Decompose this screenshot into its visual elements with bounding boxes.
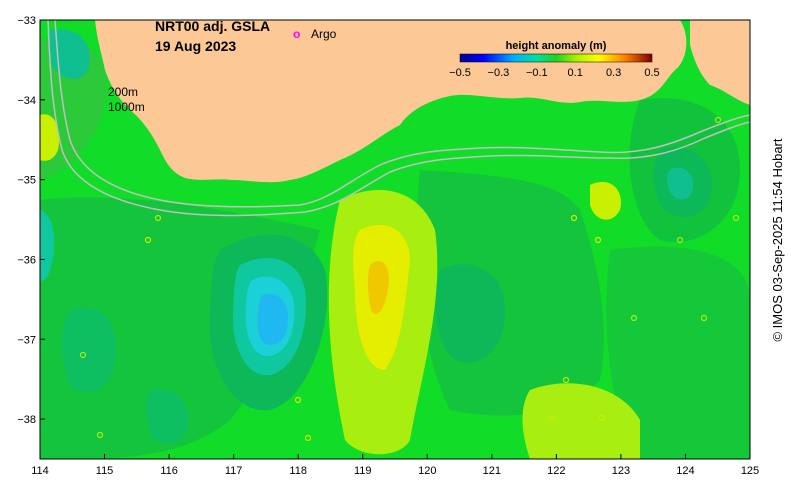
positive-anomaly (40, 114, 60, 161)
colorbar-tick-label: 0.1 (568, 67, 583, 79)
x-tick-label: 125 (741, 465, 759, 477)
x-tick-label: 119 (354, 465, 372, 477)
argo-marker (700, 314, 708, 322)
colorbar-tick-label: −0.3 (488, 67, 510, 79)
x-tick-label: 114 (31, 465, 49, 477)
isobath-200m-label: 200m (108, 85, 138, 99)
colorbar (459, 53, 653, 63)
argo-marker (676, 236, 684, 244)
y-tick-label: −35 (17, 175, 36, 187)
argo-marker (304, 434, 312, 442)
argo-marker (96, 431, 104, 439)
x-tick-label: 116 (160, 465, 178, 477)
argo-marker (144, 236, 152, 244)
x-axis: 114 115 116 117 118 119 120 121 122 123 124 125 (31, 454, 759, 477)
map-date: 19 Aug 2023 (155, 38, 236, 54)
x-tick-label: 121 (483, 465, 501, 477)
land-mass (690, 20, 750, 105)
y-tick-label: −36 (17, 254, 36, 266)
argo-legend-label: Argo (311, 27, 337, 41)
isobath-200m (54, 20, 750, 208)
x-tick-label: 118 (289, 465, 307, 477)
argo-marker (714, 116, 722, 124)
negative-anomaly (40, 210, 55, 281)
x-tick-label: 117 (225, 465, 243, 477)
x-tick-label: 123 (612, 465, 630, 477)
x-tick-label: 120 (418, 465, 436, 477)
negative-anomaly (435, 264, 505, 363)
negative-anomaly (667, 167, 694, 200)
argo-marker (79, 351, 87, 359)
argo-marker (294, 396, 302, 404)
argo-marker (562, 376, 570, 384)
colorbar-tick-label: 0.5 (644, 67, 659, 79)
y-tick-label: −38 (17, 414, 36, 426)
argo-marker (548, 414, 556, 422)
colorbar-tick-label: −0.5 (449, 67, 471, 79)
isobath-1000m (47, 20, 750, 217)
isobath-1000m-label: 1000m (108, 100, 145, 114)
map-title: NRT00 adj. GSLA (155, 18, 270, 34)
positive-anomaly (367, 261, 389, 314)
x-tick-label: 115 (96, 465, 114, 477)
plot-frame (39, 19, 751, 460)
positive-anomaly (590, 181, 621, 220)
argo-marker (594, 236, 602, 244)
argo-marker (154, 214, 162, 222)
y-tick-label: −33 (17, 15, 36, 27)
y-tick-label: −34 (17, 95, 36, 107)
x-tick-label: 124 (676, 465, 694, 477)
y-tick-label: −37 (17, 334, 36, 346)
x-tick-label: 122 (547, 465, 565, 477)
argo-marker (570, 214, 578, 222)
negative-anomaly (61, 307, 116, 393)
argo-legend-marker: o (293, 27, 300, 41)
colorbar-title: height anomaly (m) (506, 40, 607, 52)
negative-anomaly (146, 389, 189, 444)
anomaly-region (606, 246, 750, 459)
colorbar-tick-label: 0.3 (606, 67, 621, 79)
credit-text: © IMOS 03-Sep-2025 11:54 Hobart (770, 138, 785, 341)
argo-marker (598, 414, 606, 422)
argo-marker (732, 214, 740, 222)
sea-level-field (40, 20, 750, 459)
colorbar-tick-label: −0.1 (526, 67, 548, 79)
colorbar-ticks: −0.5 −0.3 −0.1 0.1 0.3 0.5 (449, 67, 660, 79)
positive-anomaly (522, 383, 640, 459)
argo-marker (630, 314, 638, 322)
y-axis: −33 −34 −35 −36 −37 −38 (17, 15, 45, 426)
negative-anomaly (257, 293, 288, 345)
